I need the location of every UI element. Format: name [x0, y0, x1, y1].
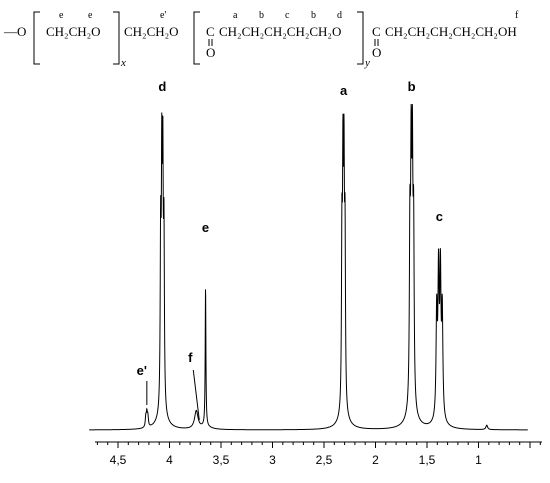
x-tick-label: 3 — [269, 453, 276, 467]
x-tick-label: 4,5 — [110, 453, 127, 467]
x-tick-label: 4 — [166, 453, 173, 467]
chemical-structure: —O e e CH₂CH₂O x e' CH₂CH₂O C O a b c b … — [3, 10, 519, 69]
subscript-y: y — [364, 57, 370, 69]
x-axis-ticks: 4,5 4 3,5 3 2,5 2 1,5 1 — [96, 442, 541, 467]
x-tick-label: 1 — [475, 453, 482, 467]
peak-label: a — [340, 83, 348, 98]
peak-label: e — [202, 220, 209, 235]
bracket-2-right — [357, 11, 364, 65]
subscript-x: x — [120, 57, 126, 69]
segment-2-label: e' — [160, 10, 166, 21]
segment-2: CH₂CH₂O — [124, 24, 179, 39]
segment-1-label-e2: e — [88, 10, 93, 21]
segment-4-label-f: f — [515, 10, 519, 21]
spectrum-trace — [89, 103, 528, 431]
peak-labels: e' d f e a b c — [137, 79, 443, 421]
segment-3-label-a: a — [233, 10, 238, 21]
spectrum-plot: 4,5 4 3,5 3 2,5 2 1,5 1 e' d f e a b c — [89, 79, 542, 467]
carbonyl-2-c: C — [372, 24, 381, 39]
structure-prefix: —O — [3, 24, 26, 39]
bracket-1-left — [33, 11, 40, 65]
segment-3-label-b2: b — [311, 10, 316, 21]
x-tick-label: 3,5 — [213, 453, 230, 467]
peak-label: c — [436, 209, 443, 224]
peak-label: b — [408, 79, 416, 94]
segment-1-label-e1: e — [59, 10, 64, 21]
segment-3-label-c: c — [285, 10, 290, 21]
carbonyl-2-o: O — [372, 45, 381, 60]
peak-label: e' — [137, 363, 147, 378]
x-tick-label: 2,5 — [316, 453, 333, 467]
x-tick-label: 2 — [372, 453, 379, 467]
peak-label: d — [158, 79, 166, 94]
peak-label: f — [188, 350, 193, 365]
segment-1: CH₂CH₂O — [46, 24, 101, 39]
x-tick-label: 1,5 — [419, 453, 436, 467]
bracket-2-left — [193, 11, 200, 65]
bracket-1-right — [113, 11, 120, 65]
carbonyl-1-c: C — [206, 24, 215, 39]
peak-label-leader — [192, 369, 200, 421]
segment-4: CH₂CH₂CH₂CH₂CH₂OH — [385, 24, 517, 39]
carbonyl-1-o: O — [206, 45, 215, 60]
segment-3: CH₂CH₂CH₂CH₂CH₂O — [219, 24, 341, 39]
segment-3-label-b1: b — [259, 10, 264, 21]
segment-3-label-d: d — [337, 10, 342, 21]
